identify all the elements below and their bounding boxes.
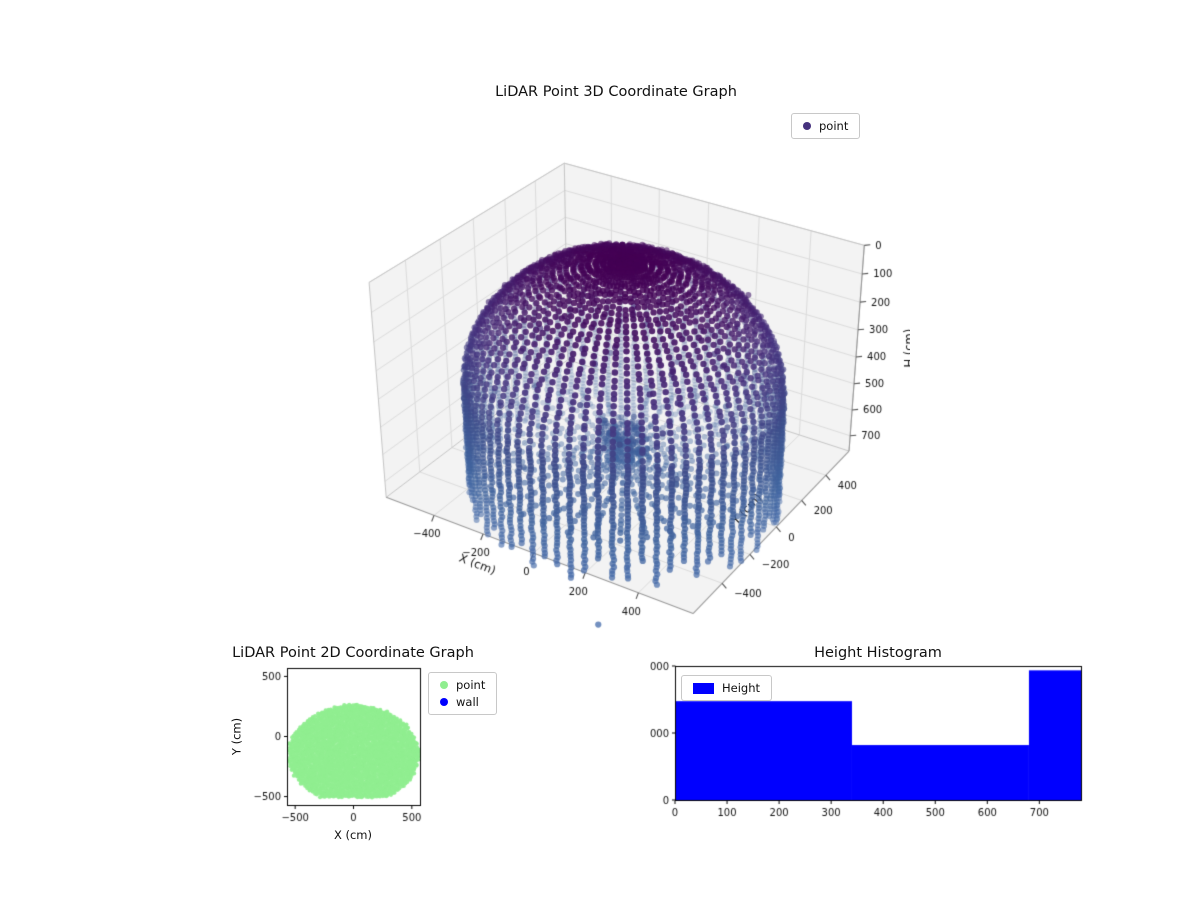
- legend-label-height: Height: [722, 681, 761, 695]
- histogram-legend: Height: [681, 675, 773, 701]
- plot-3d-canvas: [310, 140, 910, 655]
- height-patch-icon: [693, 682, 714, 694]
- point-marker-icon: [803, 122, 811, 130]
- legend-label-wall: wall: [456, 695, 479, 709]
- plot-2d-legend: point wall: [428, 672, 498, 715]
- legend-label-point: point: [456, 678, 486, 692]
- legend-entry-height: Height: [693, 681, 760, 695]
- plot-3d-legend: point: [791, 113, 861, 139]
- legend-entry-point: point: [803, 119, 848, 133]
- plot-2d-title: LiDAR Point 2D Coordinate Graph: [232, 645, 474, 661]
- histogram-canvas: [650, 640, 1110, 855]
- histogram-title: Height Histogram: [814, 645, 942, 661]
- plot-2d-ylabel: Y (cm): [229, 717, 244, 756]
- legend-entry-wall: wall: [440, 695, 485, 709]
- point-marker-icon: [440, 681, 448, 689]
- plot-2d-xlabel: X (cm): [333, 828, 373, 842]
- legend-entry-point: point: [440, 678, 485, 692]
- plot-3d-title: LiDAR Point 3D Coordinate Graph: [495, 84, 737, 100]
- legend-label-point: point: [819, 119, 849, 133]
- wall-marker-icon: [440, 698, 448, 706]
